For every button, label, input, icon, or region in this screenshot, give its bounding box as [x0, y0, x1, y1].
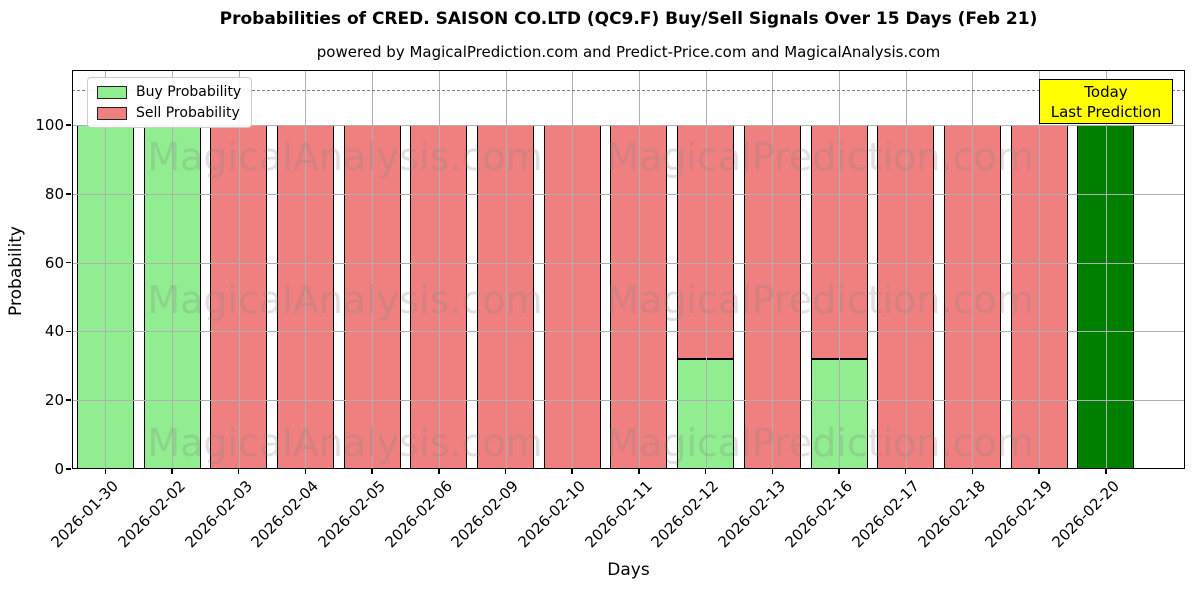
chart-title: Probabilities of CRED. SAISON CO.LTD (QC… [219, 9, 1038, 29]
buy-swatch-icon [97, 85, 127, 99]
y-tick-mark [66, 399, 71, 401]
v-gridline [505, 70, 507, 469]
v-gridline [638, 70, 640, 469]
x-tick-label-text: 2026-02-03 [181, 477, 256, 552]
x-tick-label-text: 2026-02-13 [714, 477, 790, 552]
h-gridline [72, 262, 1185, 264]
x-tick-label-text: 2026-02-05 [314, 477, 389, 552]
x-tick-mark [904, 469, 907, 474]
x-tick-label-text: 2026-02-19 [981, 477, 1056, 552]
x-tick-mark [104, 469, 107, 474]
x-tick-mark [171, 469, 173, 474]
v-gridline [238, 70, 240, 469]
x-tick-mark [438, 469, 440, 474]
x-tick-mark [504, 469, 507, 474]
today-annotation: Today Last Prediction [1039, 79, 1173, 124]
v-gridline [105, 70, 107, 469]
y-tick-mark [66, 468, 71, 470]
legend-label-sell: Sell Probability [136, 105, 240, 121]
x-tick-label-text: 2026-02-18 [914, 477, 990, 552]
x-tick-label-text: 2026-01-30 [47, 477, 123, 552]
x-tick-mark [304, 469, 307, 474]
y-tick-mark [66, 261, 71, 264]
x-tick-label-text: 2026-02-09 [447, 477, 523, 552]
x-tick-label-text: 2026-02-16 [781, 477, 856, 552]
annotation-line-1: Today [1084, 82, 1128, 101]
x-tick-mark [638, 469, 640, 474]
x-tick-label-text: 2026-02-20 [1048, 477, 1123, 552]
chart-subtitle: powered by MagicalPrediction.com and Pre… [316, 43, 941, 61]
v-gridline [1105, 70, 1107, 469]
v-gridline [972, 70, 974, 469]
v-gridline [772, 70, 774, 469]
y-tick-label: 100 [35, 116, 64, 134]
x-tick-mark [371, 469, 373, 474]
y-tick-mark [66, 330, 71, 333]
x-tick-mark [838, 469, 840, 474]
v-gridline [372, 70, 374, 469]
x-tick-label-text: 2026-02-06 [381, 477, 456, 552]
h-gridline [72, 125, 1185, 126]
y-tick-label: 40 [44, 322, 64, 341]
v-gridline [438, 70, 440, 469]
h-gridline [72, 400, 1185, 402]
x-tick-mark [571, 469, 573, 474]
x-tick-label-text: 2026-02-11 [581, 477, 656, 552]
h-gridline [72, 331, 1185, 333]
x-tick-label-text: 2026-02-04 [247, 477, 323, 552]
legend-item-buy: Buy Probability [97, 84, 241, 100]
x-tick-label-text: 2026-02-02 [114, 477, 189, 552]
legend-item-sell: Sell Probability [97, 105, 241, 121]
x-tick-mark [771, 469, 774, 474]
x-tick-mark [704, 469, 707, 474]
x-tick-mark [237, 469, 240, 474]
threshold-dashed-line [72, 89, 1185, 91]
v-gridline [905, 70, 907, 469]
v-gridline [1039, 70, 1041, 469]
annotation-line-2: Last Prediction [1050, 102, 1162, 121]
v-gridline [305, 70, 307, 469]
x-tick-mark [1105, 469, 1107, 474]
sell-swatch-icon [97, 106, 127, 120]
legend-label-buy: Buy Probability [136, 84, 242, 100]
y-tick-label: 20 [44, 391, 64, 410]
x-tick-label-text: 2026-02-17 [848, 477, 923, 552]
x-tick-label-text: 2026-02-10 [514, 477, 589, 552]
h-gridline [72, 193, 1185, 195]
y-tick-mark [66, 124, 71, 126]
x-axis-label: Days [607, 560, 650, 580]
y-tick-label: 60 [44, 253, 64, 272]
x-tick-label-text: 2026-02-12 [647, 477, 723, 552]
chart-legend: Buy Probability Sell Probability [87, 77, 253, 128]
y-tick-label: 80 [44, 184, 64, 203]
x-tick-mark [1038, 469, 1040, 474]
y-axis-label: Probability [6, 226, 26, 316]
x-tick-mark [971, 469, 974, 474]
v-gridline [839, 70, 840, 469]
v-gridline [172, 70, 173, 469]
v-gridline [572, 70, 574, 469]
y-tick-label: 0 [54, 460, 64, 478]
v-gridline [705, 70, 707, 469]
y-tick-mark [66, 193, 71, 195]
